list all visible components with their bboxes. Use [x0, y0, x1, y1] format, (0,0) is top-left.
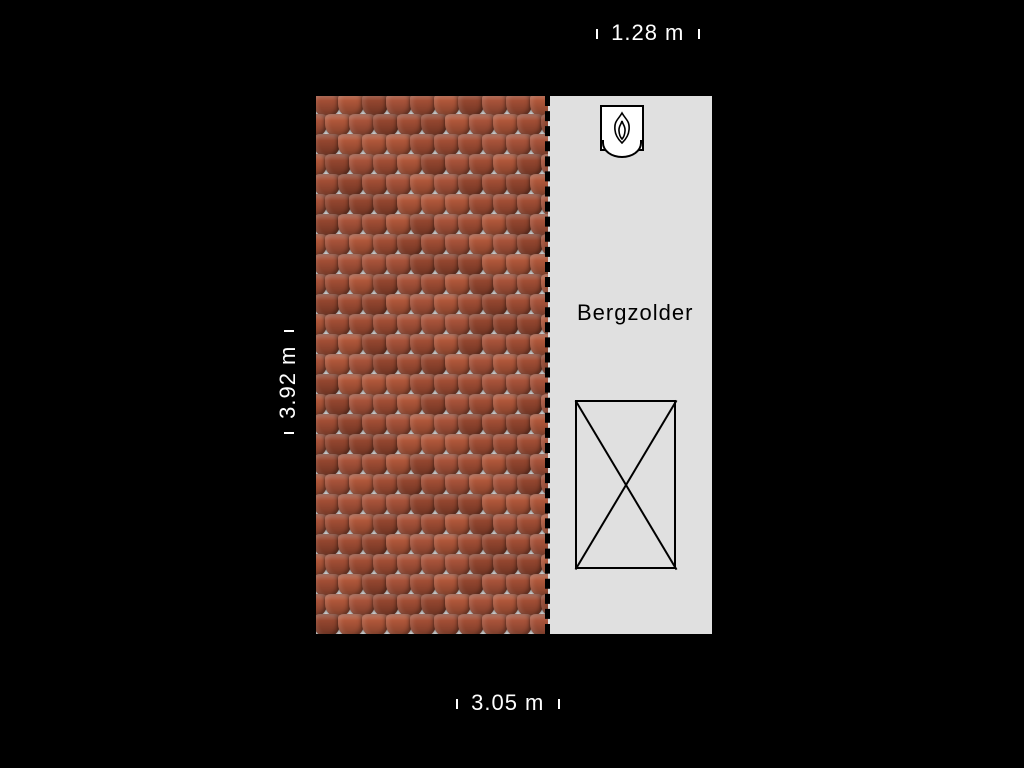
dimension-left: 3.92 m: [275, 324, 301, 440]
room-label: Bergzolder: [577, 300, 693, 326]
dimension-bottom-text: 3.05 m: [471, 690, 544, 715]
dimension-top: 1.28 m: [590, 20, 706, 46]
heater-unit: [600, 105, 644, 151]
roof-area: [316, 96, 548, 634]
floorplan-stage: 1.28 m 3.92 m 3.05 m Bergzolder: [0, 0, 1024, 768]
stair-opening: [575, 400, 676, 569]
room-label-text: Bergzolder: [577, 300, 693, 325]
dimension-bottom: 3.05 m: [450, 690, 566, 716]
flame-icon: [608, 111, 636, 145]
floorplan: Bergzolder: [308, 88, 720, 642]
dimension-left-text: 3.92 m: [275, 346, 300, 419]
dimension-top-text: 1.28 m: [611, 20, 684, 45]
roof-divider: [545, 96, 550, 634]
